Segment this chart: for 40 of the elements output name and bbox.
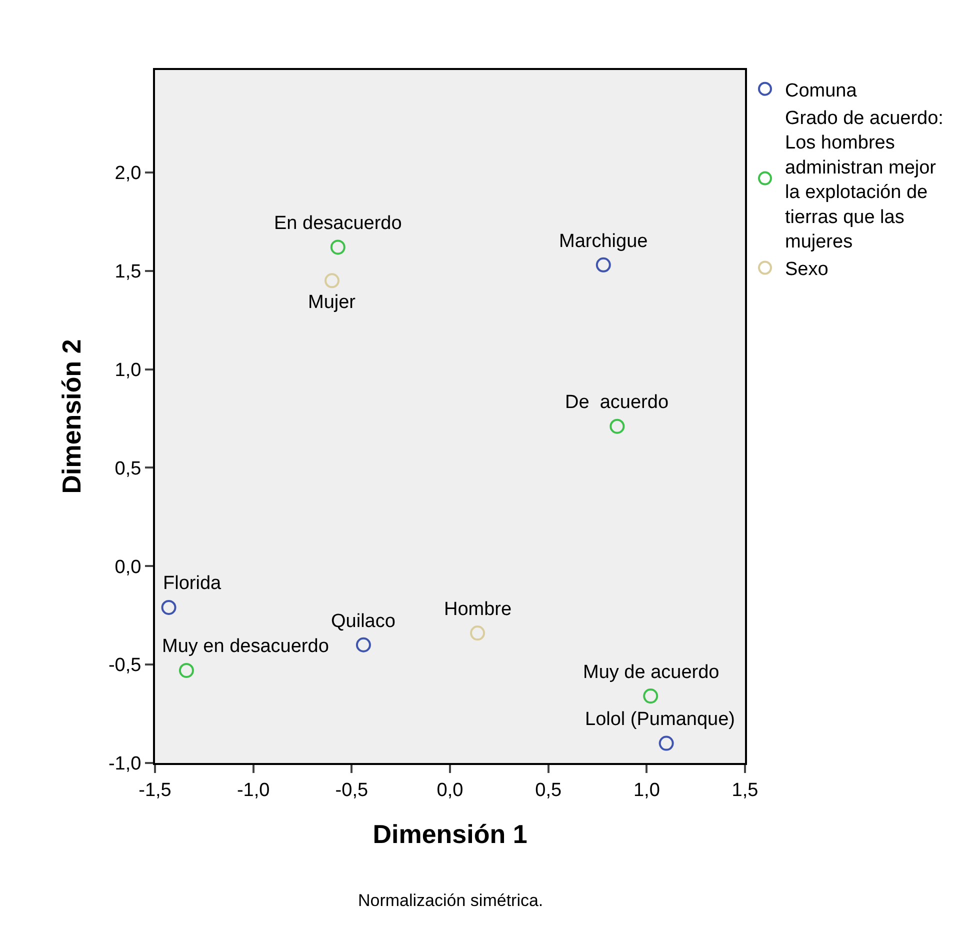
point: [658, 736, 674, 751]
y-tick-label: 0,0: [114, 556, 142, 578]
y-tick-label: 1,0: [114, 360, 142, 381]
point: [610, 418, 625, 434]
legend-label: Sexo: [785, 259, 828, 280]
x-tick-label: 1,5: [732, 780, 758, 801]
y-tick-label: 1,5: [114, 261, 142, 282]
text: Normalización simétrica.: [358, 891, 544, 910]
x-tick-label: -1,0: [236, 780, 270, 801]
annotation: Florida: [163, 573, 222, 594]
point: [324, 273, 340, 288]
annotation: Mujer: [308, 292, 356, 313]
annotation: Lolol (Pumanque): [585, 709, 735, 730]
annotation: Marchigue: [559, 231, 648, 252]
point: [596, 257, 611, 272]
point: [330, 240, 346, 255]
x-tick-label: 0,5: [535, 780, 562, 801]
y-tick-label: 0,5: [114, 458, 142, 480]
legend-label: Comuna: [785, 80, 858, 102]
point: [470, 626, 486, 641]
annotation: De acuerdo: [565, 392, 669, 413]
annotation: Muy en desacuerdo: [162, 636, 329, 657]
y-tick-label: -0,5: [108, 655, 142, 676]
y-tick-label: -1,0: [108, 754, 142, 775]
point: [161, 600, 176, 615]
x-axis-title: Dimensión 1: [372, 819, 528, 849]
annotation: En desacuerdo: [274, 213, 402, 234]
annotation: Hombre: [444, 599, 512, 620]
point: [643, 688, 658, 704]
point: [178, 662, 194, 678]
x-tick-label: -1,5: [138, 780, 172, 801]
annotation: Quilaco: [331, 611, 396, 632]
y-axis-title: Dimensión 2: [56, 339, 86, 494]
x-tick-label: -0,5: [335, 780, 368, 801]
point: [356, 637, 371, 652]
y-tick-label: 2,0: [114, 163, 142, 184]
x-tick-label: 0,0: [436, 780, 464, 801]
annotation: Muy de acuerdo: [583, 662, 720, 683]
legend-label: Grado de acuerdo: Los hombres administran mejor la explotación de tierras que las mujeres: [785, 108, 944, 252]
x-tick-label: 1,0: [633, 780, 660, 801]
